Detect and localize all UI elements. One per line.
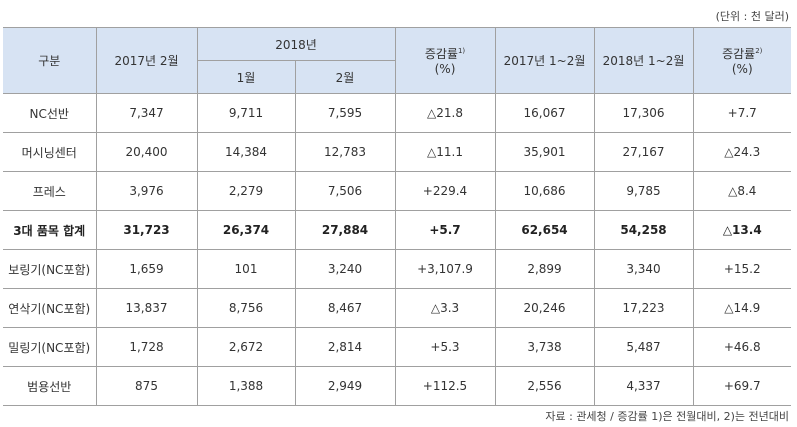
row-label: NC선반	[3, 93, 97, 133]
table-cell: 8,467	[294, 288, 396, 328]
footnote-2: 2)	[755, 47, 763, 55]
table-cell: +46.8	[692, 327, 791, 367]
table-row: 머시닝센터 20,400 14,384 12,783 △11.1 35,901 27,167…	[3, 132, 791, 172]
table-cell: +5.3	[394, 327, 496, 367]
machine-tool-export-table: 구분 2017년 2월 2018년 증감률1) (%) 2017년 1~2월 20…	[3, 27, 791, 406]
row-label: 3대 품목 합계	[3, 210, 97, 250]
table-cell: +3,107.9	[394, 249, 496, 289]
table-row: 연삭기(NC포함) 13,837 8,756 8,467 △3.3 20,246 17,22…	[3, 288, 791, 328]
table-cell: 31,723	[95, 210, 198, 250]
table-cell: △14.9	[692, 288, 791, 328]
header-pct: (%)	[434, 62, 456, 76]
table-cell: 2,672	[196, 327, 296, 367]
table-cell: 2,899	[494, 249, 595, 289]
header-2018: 2018년	[196, 27, 396, 61]
table-cell: △8.4	[692, 171, 791, 211]
header-janfeb-2018: 2018년 1~2월	[593, 27, 694, 94]
table-cell: 1,659	[95, 249, 198, 289]
table-cell: 3,240	[294, 249, 396, 289]
header-feb-2017: 2017년 2월	[95, 27, 198, 94]
table-cell: 1,728	[95, 327, 198, 367]
table-cell: △24.3	[692, 132, 791, 172]
table-cell: 2,556	[494, 366, 595, 406]
table-cell: 875	[95, 366, 198, 406]
header-jan: 1월	[197, 60, 296, 94]
table-cell: 7,595	[294, 93, 396, 133]
header-janfeb-2017: 2017년 1~2월	[494, 27, 595, 94]
header-change-yoy: 증감률2) (%)	[692, 27, 791, 94]
table-cell: 7,506	[294, 171, 396, 211]
table-cell: 7,347	[95, 93, 198, 133]
header-change-mom: 증감률1) (%)	[394, 27, 496, 94]
table-cell: 8,756	[196, 288, 296, 328]
table-cell: 2,814	[294, 327, 396, 367]
row-label: 보링기(NC포함)	[3, 249, 97, 289]
table-cell: 4,337	[593, 366, 694, 406]
table-cell: △3.3	[394, 288, 496, 328]
row-label: 범용선반	[3, 366, 97, 406]
table-cell: 17,306	[593, 93, 694, 133]
row-label: 프레스	[3, 171, 97, 211]
table-cell: 27,167	[593, 132, 694, 172]
table-cell: 9,785	[593, 171, 694, 211]
table-cell: +5.7	[394, 210, 496, 250]
table-cell: 5,487	[593, 327, 694, 367]
table-row: 3대 품목 합계 31,723 26,374 27,884 +5.7 62,654 54,2…	[3, 210, 791, 250]
table-cell: △11.1	[394, 132, 496, 172]
table-cell: 101	[196, 249, 296, 289]
header-change-label: 증감률	[722, 47, 756, 61]
table-cell: 17,223	[593, 288, 694, 328]
table-cell: +229.4	[394, 171, 496, 211]
table-cell: 10,686	[494, 171, 595, 211]
table-cell: 35,901	[494, 132, 595, 172]
table-cell: 14,384	[196, 132, 296, 172]
table-cell: △21.8	[394, 93, 496, 133]
table-row: NC선반 7,347 9,711 7,595 △21.8 16,067 17,306 +7.7	[3, 93, 791, 133]
row-label: 연삭기(NC포함)	[3, 288, 97, 328]
header-feb: 2월	[294, 60, 395, 94]
footnote-1: 1)	[457, 47, 466, 55]
row-label: 머시닝센터	[3, 132, 97, 172]
row-label: 밀링기(NC포함)	[3, 327, 97, 367]
table-cell: 1,388	[196, 366, 296, 406]
table-cell: 62,654	[494, 210, 595, 250]
unit-label: (단위 : 천 달러)	[715, 10, 789, 23]
table-cell: 54,258	[593, 210, 694, 250]
table-cell: 3,976	[95, 171, 198, 211]
table-row: 보링기(NC포함) 1,659 101 3,240 +3,107.9 2,899 3,340…	[3, 249, 791, 289]
table-cell: 3,738	[494, 327, 595, 367]
table-cell: 26,374	[196, 210, 296, 250]
header-pct: (%)	[731, 62, 753, 76]
header-category: 구분	[3, 27, 97, 94]
table-row: 범용선반 875 1,388 2,949 +112.5 2,556 4,337 +69.7	[3, 366, 791, 406]
table-cell: 20,246	[494, 288, 595, 328]
table-cell: +69.7	[692, 366, 791, 406]
table-cell: 27,884	[294, 210, 396, 250]
source-note: 자료 : 관세청 / 증감률 1)은 전월대비, 2)는 전년대비	[545, 410, 789, 423]
table-cell: 9,711	[196, 93, 296, 133]
table-row: 밀링기(NC포함) 1,728 2,672 2,814 +5.3 3,738 5,487 +4…	[3, 327, 791, 367]
table-cell: +7.7	[692, 93, 791, 133]
table-cell: 13,837	[95, 288, 198, 328]
table-cell: +15.2	[692, 249, 791, 289]
table-cell: 16,067	[494, 93, 595, 133]
table-cell: 2,279	[196, 171, 296, 211]
table-cell: 12,783	[294, 132, 396, 172]
table-cell: △13.4	[692, 210, 791, 250]
table-cell: 2,949	[294, 366, 396, 406]
table-cell: +112.5	[394, 366, 496, 406]
table-cell: 3,340	[593, 249, 694, 289]
table-row: 프레스 3,976 2,279 7,506 +229.4 10,686 9,785 △8.4	[3, 171, 791, 211]
header-change-label: 증감률	[424, 47, 458, 61]
table-cell: 20,400	[95, 132, 198, 172]
